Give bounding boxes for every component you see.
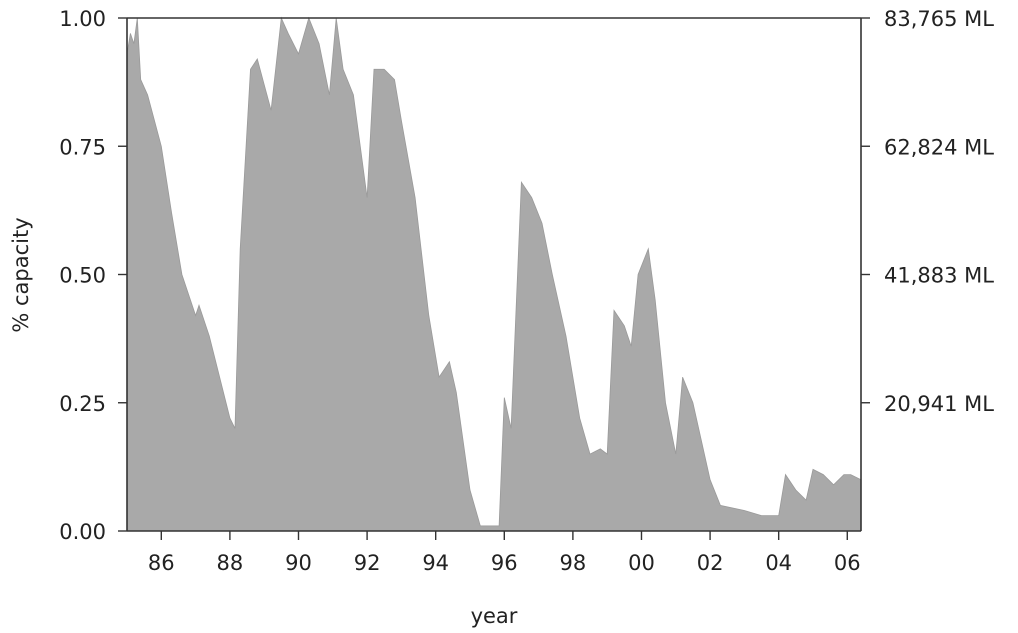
- x-axis-ticks: 86 88 90 92 94 96 98 00 02 04 06: [148, 531, 861, 575]
- x-tick-label: 96: [491, 551, 518, 575]
- y-tick-label: 0.25: [59, 392, 106, 416]
- x-tick-label: 90: [285, 551, 312, 575]
- y-axis-title: % capacity: [9, 217, 33, 332]
- y-tick-label: 1.00: [59, 7, 106, 31]
- y2-axis-ticks: 20,941 ML 41,883 ML 62,824 ML 83,765 ML: [861, 7, 994, 416]
- y2-tick-label: 83,765 ML: [884, 7, 994, 31]
- x-tick-label: 86: [148, 551, 175, 575]
- x-tick-label: 88: [217, 551, 244, 575]
- y-axis-ticks: 0.00 0.25 0.50 0.75 1.00: [59, 7, 127, 544]
- x-tick-label: 92: [354, 551, 381, 575]
- y2-tick-label: 62,824 ML: [884, 135, 994, 159]
- x-tick-label: 04: [765, 551, 792, 575]
- y2-tick-label: 20,941 ML: [884, 392, 994, 416]
- y2-tick-label: 41,883 ML: [884, 264, 994, 288]
- y-tick-label: 0.00: [59, 520, 106, 544]
- plot-area: [126, 16, 862, 532]
- x-tick-label: 94: [422, 551, 449, 575]
- capacity-area-series-0: [126, 16, 862, 532]
- x-tick-label: 06: [834, 551, 861, 575]
- y-tick-label: 0.75: [59, 135, 106, 159]
- y-tick-label: 0.50: [59, 264, 106, 288]
- x-tick-label: 98: [560, 551, 587, 575]
- x-tick-label: 00: [628, 551, 655, 575]
- x-tick-label: 02: [697, 551, 724, 575]
- x-axis-title: year: [471, 604, 518, 628]
